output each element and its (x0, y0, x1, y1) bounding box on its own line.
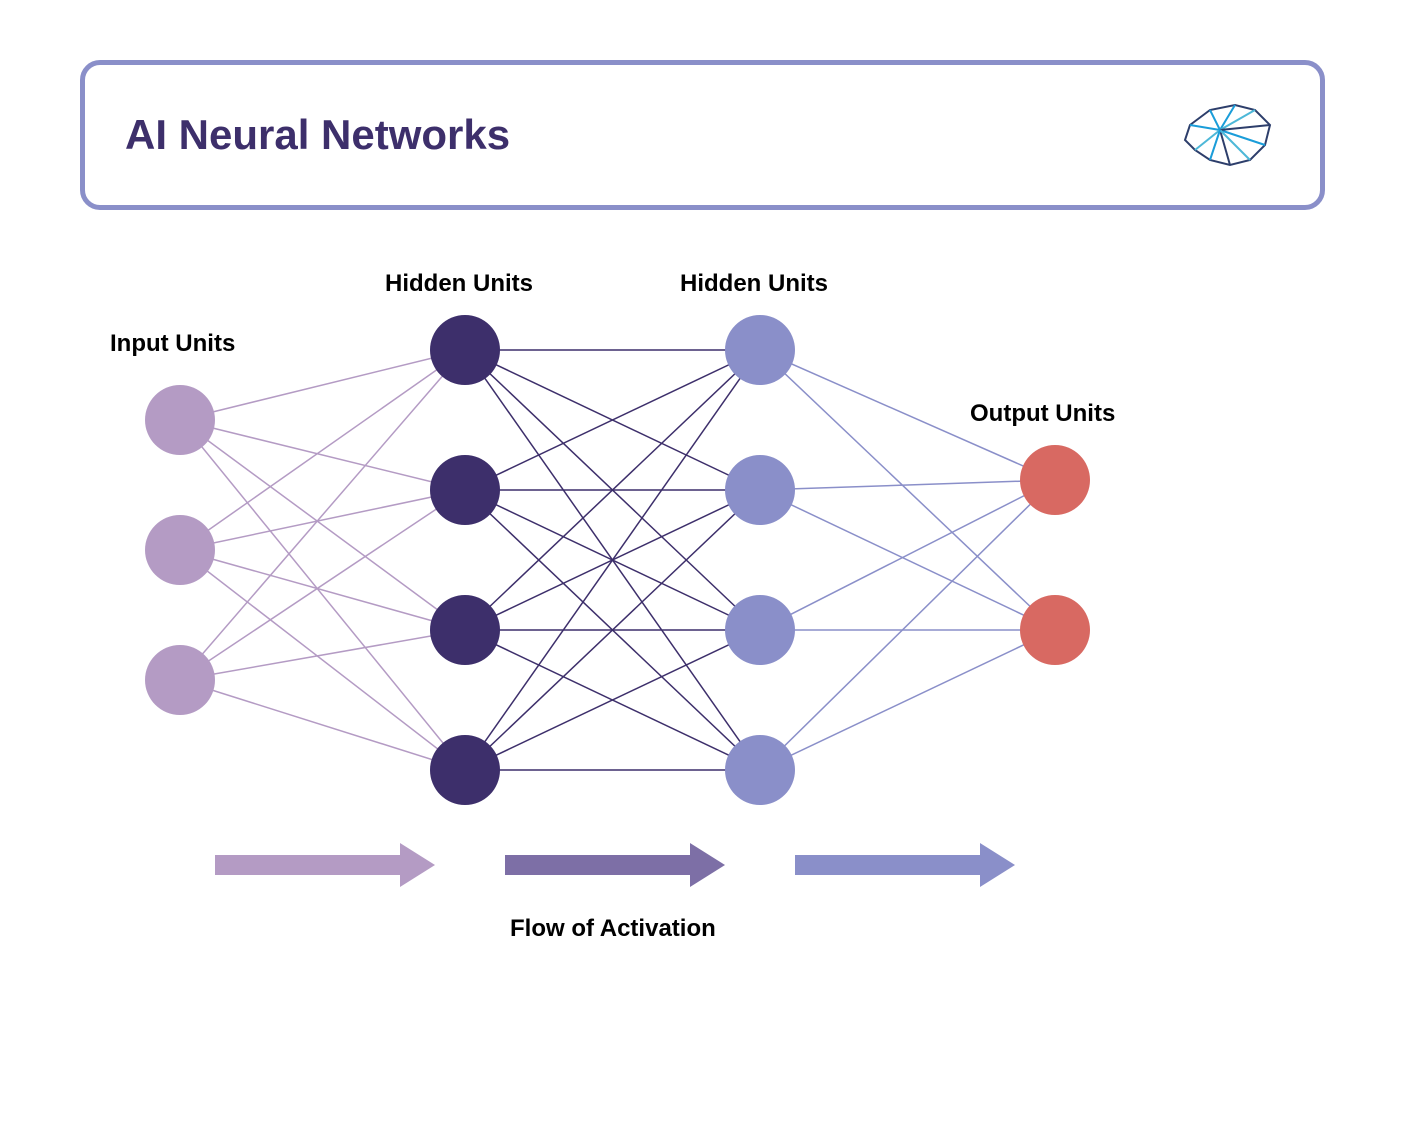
layer-label: Input Units (110, 330, 235, 358)
edge (760, 350, 1055, 630)
flow-arrow (215, 843, 435, 887)
network-node (145, 515, 215, 585)
edge (180, 550, 465, 770)
network-svg (80, 260, 1325, 960)
edge (760, 490, 1055, 630)
title-box: AI Neural Networks (80, 60, 1325, 210)
layer-label: Output Units (970, 400, 1115, 428)
edge (180, 420, 465, 490)
edge (760, 630, 1055, 770)
edge (180, 350, 465, 680)
network-node (430, 735, 500, 805)
brain-icon (1170, 95, 1280, 175)
flow-arrow (505, 843, 725, 887)
edge (180, 680, 465, 770)
network-node (725, 455, 795, 525)
network-node (725, 735, 795, 805)
flow-label: Flow of Activation (510, 915, 716, 943)
edge (180, 490, 465, 680)
page-title: AI Neural Networks (125, 111, 510, 159)
network-node (145, 645, 215, 715)
flow-arrow (795, 843, 1015, 887)
edge (760, 480, 1055, 770)
network-node (1020, 595, 1090, 665)
network-node (145, 385, 215, 455)
network-node (725, 315, 795, 385)
edge (760, 480, 1055, 490)
edge (180, 630, 465, 680)
edge (180, 350, 465, 420)
network-diagram: Input Units Hidden Units Hidden Units Outpu… (80, 260, 1325, 960)
edge (180, 420, 465, 770)
network-node (430, 455, 500, 525)
layer-label: Hidden Units (385, 270, 533, 298)
edge (760, 480, 1055, 630)
network-node (430, 315, 500, 385)
layer-label: Hidden Units (680, 270, 828, 298)
network-node (1020, 445, 1090, 515)
network-node (430, 595, 500, 665)
edge (180, 420, 465, 630)
network-node (725, 595, 795, 665)
edge (180, 550, 465, 630)
